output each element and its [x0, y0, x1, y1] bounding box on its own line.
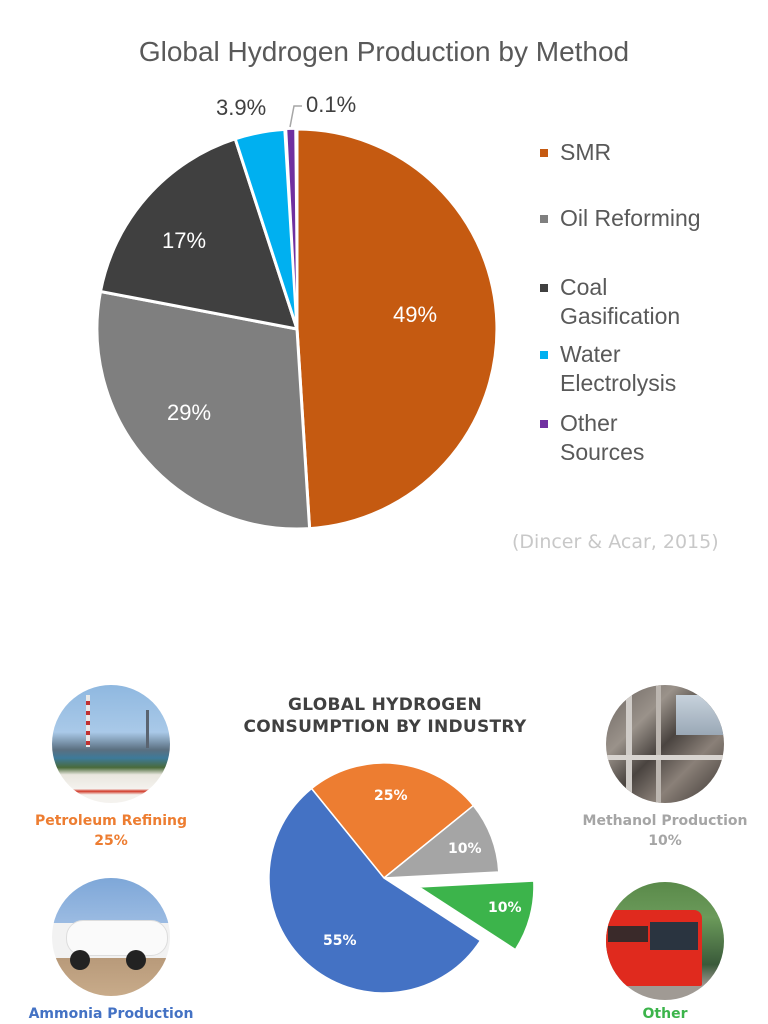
slice-ammonia-production[interactable]: [268, 787, 482, 994]
legend-swatch: [540, 420, 548, 428]
label-petroleum-refining: 25%: [374, 788, 408, 804]
petroleum-refining-label: Petroleum Refining 25%: [34, 813, 188, 849]
slice-petroleum-refining[interactable]: [310, 762, 475, 879]
slice-water-electrolysis[interactable]: [233, 127, 299, 331]
other-label: Other: [642, 1006, 688, 1022]
legend-swatch: [540, 215, 548, 223]
slice-coal-gasification[interactable]: [99, 137, 299, 331]
label-coal-gasification: 17%: [162, 228, 207, 253]
consumption-chart-title: GLOBAL HYDROGEN CONSUMPTION BY INDUSTRY: [243, 695, 527, 737]
label-smr: 49%: [393, 302, 438, 327]
leader-line: [289, 105, 302, 128]
legend-swatch: [540, 149, 548, 157]
slice-smr[interactable]: [295, 127, 499, 531]
label-ammonia-production: 55%: [323, 933, 357, 949]
production-pie: [95, 127, 499, 531]
label-methanol-production: 10%: [448, 841, 482, 857]
production-chart-title: Global Hydrogen Production by Method: [138, 36, 630, 67]
consumption-pie: [268, 762, 535, 994]
ammonia-production-image: [52, 878, 170, 996]
legend-swatch: [540, 351, 548, 359]
methanol-production-label: Methanol Production 10%: [582, 813, 748, 849]
slice-other[interactable]: [418, 880, 535, 951]
label-other: 10%: [488, 900, 522, 916]
legend-swatch: [540, 284, 548, 292]
ammonia-production-label: Ammonia Production: [28, 1006, 194, 1022]
label-other-sources: 0.1%: [306, 92, 357, 117]
slice-oil-reforming[interactable]: [95, 290, 312, 531]
other-image: [606, 882, 724, 1000]
petroleum-refining-image: [52, 685, 170, 803]
label-water-electrolysis: 3.9%: [216, 95, 267, 120]
slice-other-sources[interactable]: [285, 128, 298, 330]
slice-methanol-production[interactable]: [383, 804, 500, 879]
methanol-production-image: [606, 685, 724, 803]
source-citation: (Dincer & Acar, 2015): [512, 531, 719, 553]
label-oil-reforming: 29%: [167, 400, 212, 425]
